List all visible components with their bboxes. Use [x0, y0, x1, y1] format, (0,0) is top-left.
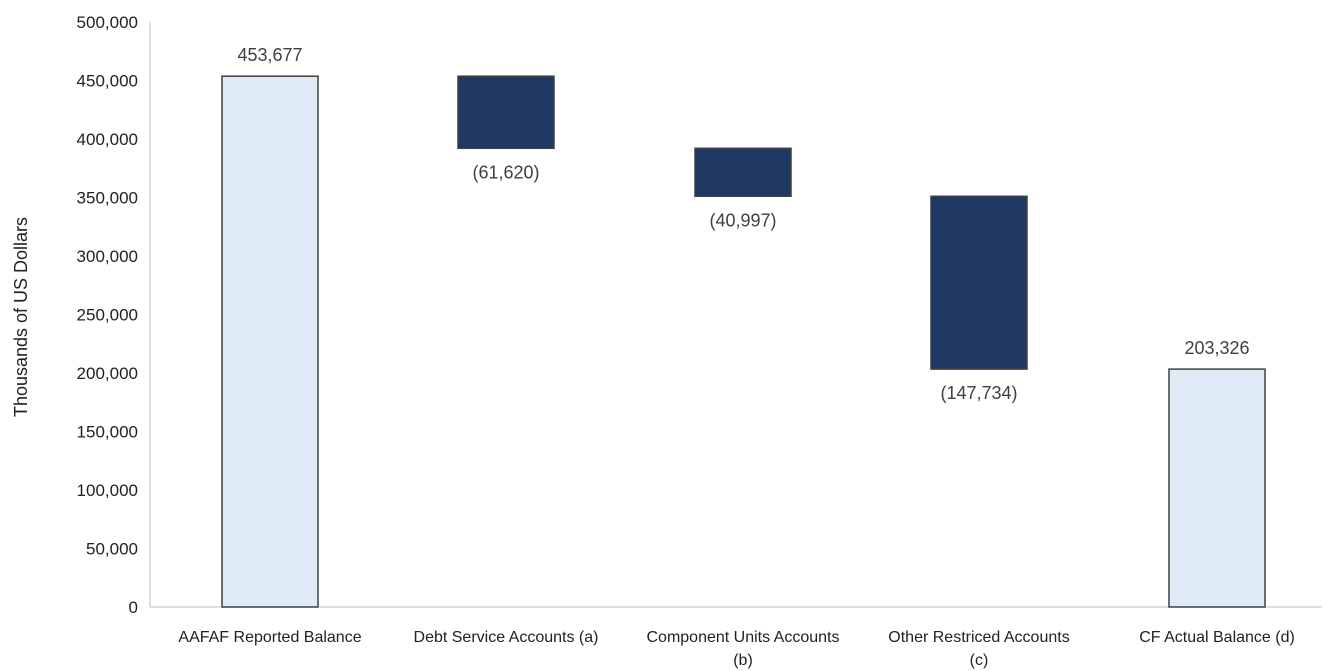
y-tick-label: 200,000	[77, 364, 138, 383]
y-tick-label: 0	[129, 598, 138, 617]
category-label: Other Restriced Accounts (c)	[888, 629, 1069, 669]
data-labels: 453,677 (61,620) (40,997) (147,734) 203,326	[237, 45, 1249, 403]
bars	[221, 75, 1266, 608]
y-tick-label: 300,000	[77, 247, 138, 266]
decrease-bar	[457, 75, 555, 150]
y-tick-label: 500,000	[77, 13, 138, 32]
bar-value-label: (40,997)	[709, 210, 776, 230]
total-bar	[221, 75, 319, 608]
y-axis-title: Thousands of US Dollars	[11, 217, 31, 417]
y-tick-label: 150,000	[77, 423, 138, 442]
y-tick-label: 450,000	[77, 72, 138, 91]
category-label: Component Units Accounts (b)	[647, 629, 840, 669]
y-tick-label: 350,000	[77, 189, 138, 208]
bar-value-label: 453,677	[237, 45, 302, 65]
bar-value-label: (147,734)	[940, 383, 1017, 403]
category-label: AAFAF Reported Balance	[178, 629, 361, 646]
y-axis: 0 50,000 100,000 150,000 200,000 250,000 300,0…	[77, 13, 151, 617]
category-label: CF Actual Balance (d)	[1139, 629, 1295, 646]
y-tick-label: 50,000	[86, 540, 138, 559]
category-label: Debt Service Accounts (a)	[414, 629, 599, 646]
category-labels: AAFAF Reported Balance Debt Service Accou…	[178, 629, 1294, 669]
y-tick-label: 400,000	[77, 130, 138, 149]
y-tick-label: 100,000	[77, 481, 138, 500]
bar-value-label: 203,326	[1184, 338, 1249, 358]
total-bar	[1168, 368, 1266, 608]
decrease-bar	[694, 147, 792, 198]
y-tick-label: 250,000	[77, 306, 138, 325]
bar-value-label: (61,620)	[472, 162, 539, 182]
decrease-bar	[930, 195, 1028, 370]
